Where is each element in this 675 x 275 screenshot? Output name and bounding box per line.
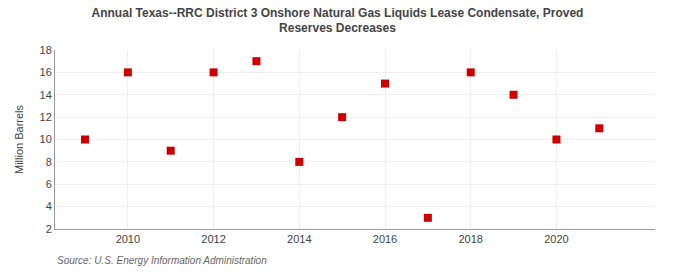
svg-text:4: 4: [46, 200, 52, 212]
svg-text:Source: U.S. Energy Informatio: Source: U.S. Energy Information Administ…: [57, 255, 267, 266]
svg-text:Million Barrels: Million Barrels: [13, 104, 25, 174]
svg-text:2010: 2010: [116, 233, 140, 245]
svg-text:2: 2: [46, 223, 52, 235]
svg-text:10: 10: [40, 133, 52, 145]
svg-text:2016: 2016: [373, 233, 397, 245]
svg-text:2020: 2020: [544, 233, 568, 245]
svg-text:14: 14: [40, 89, 52, 101]
svg-text:16: 16: [40, 66, 52, 78]
svg-text:2014: 2014: [287, 233, 311, 245]
svg-text:Annual Texas--RRC District 3 O: Annual Texas--RRC District 3 Onshore Nat…: [92, 6, 584, 36]
svg-text:2012: 2012: [201, 233, 225, 245]
svg-text:18: 18: [40, 44, 52, 56]
svg-text:12: 12: [40, 111, 52, 123]
svg-text:6: 6: [46, 178, 52, 190]
svg-text:8: 8: [46, 156, 52, 168]
svg-text:2018: 2018: [458, 233, 482, 245]
